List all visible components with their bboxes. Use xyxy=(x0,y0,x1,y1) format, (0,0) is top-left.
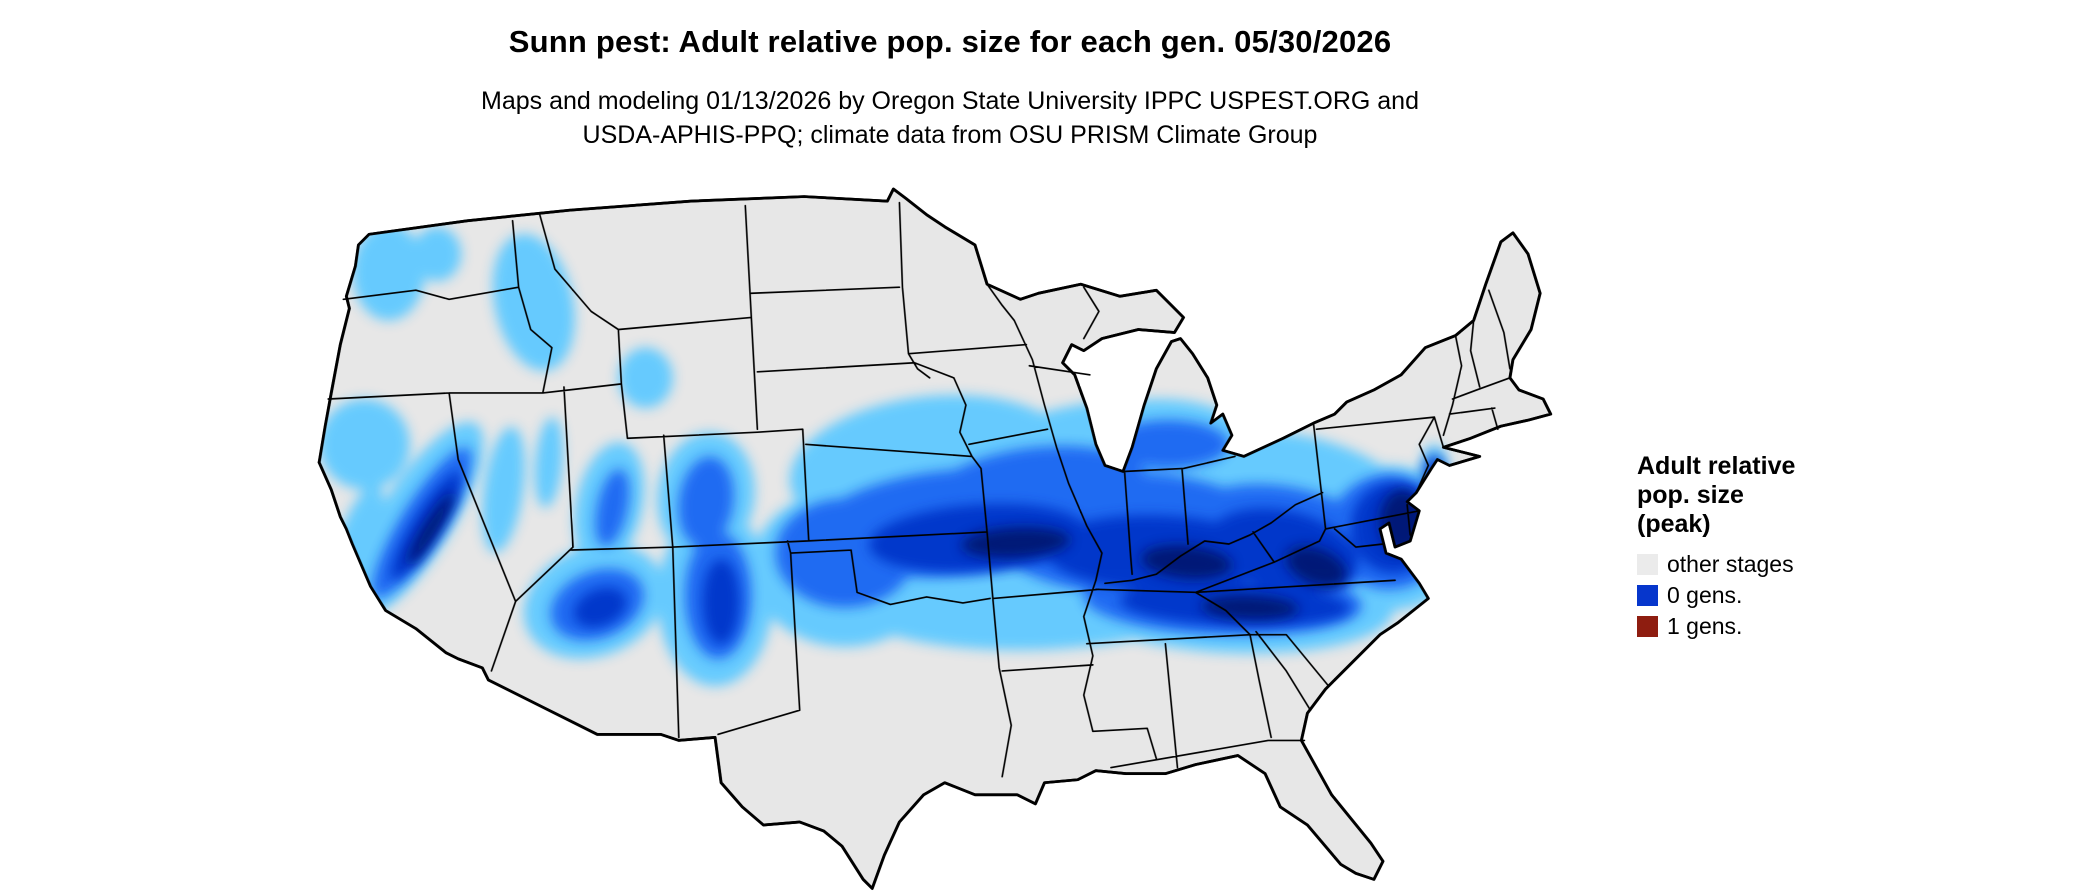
legend-item-other-stages: other stages xyxy=(1637,551,1937,577)
legend-item-0-gens: 0 gens. xyxy=(1637,582,1937,608)
map-legend: Adult relative pop. size (peak) other st… xyxy=(1637,452,1937,644)
map-subtitle: Maps and modeling 01/13/2026 by Oregon S… xyxy=(0,84,1900,152)
legend-title-line-2: pop. size xyxy=(1637,481,1744,509)
legend-label-1-gens: 1 gens. xyxy=(1667,613,1743,639)
legend-items: other stages 0 gens. 1 gens. xyxy=(1637,551,1937,639)
map-subtitle-line-1: Maps and modeling 01/13/2026 by Oregon S… xyxy=(481,87,1419,115)
map-title: Sunn pest: Adult relative pop. size for … xyxy=(508,24,1392,59)
legend-swatch-0-gens xyxy=(1637,584,1658,606)
legend-label-0-gens: 0 gens. xyxy=(1667,582,1743,608)
legend-swatch-1-gens xyxy=(1637,615,1658,637)
legend-label-other-stages: other stages xyxy=(1667,551,1794,577)
legend-title-line-3: (peak) xyxy=(1637,510,1711,538)
population-shading xyxy=(319,223,1468,687)
us-map xyxy=(230,186,1590,892)
state-borders xyxy=(327,201,1511,778)
conus-outline xyxy=(317,187,1553,890)
legend-title: Adult relative pop. size (peak) xyxy=(1637,452,1937,539)
legend-swatch-other-stages xyxy=(1637,553,1658,575)
map-subtitle-line-2: USDA-APHIS-PPQ; climate data from OSU PR… xyxy=(582,121,1318,149)
legend-item-1-gens: 1 gens. xyxy=(1637,613,1937,639)
legend-title-line-1: Adult relative xyxy=(1637,452,1796,480)
us-map-svg xyxy=(317,187,1553,890)
